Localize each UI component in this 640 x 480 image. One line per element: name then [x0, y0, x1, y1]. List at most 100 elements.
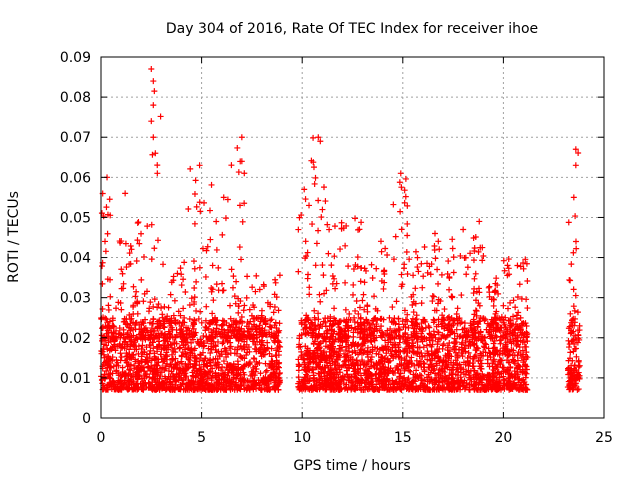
data-point: [98, 210, 105, 217]
data-point: [390, 201, 397, 208]
data-point: [246, 306, 253, 313]
data-point: [306, 284, 313, 291]
data-point: [251, 322, 258, 329]
data-point: [355, 226, 362, 233]
data-point: [476, 218, 483, 225]
data-point: [193, 203, 200, 210]
data-point: [231, 293, 238, 300]
data-point: [515, 309, 522, 316]
data-point: [312, 174, 319, 181]
data-point: [418, 260, 425, 267]
data-point: [175, 308, 182, 315]
data-point: [479, 257, 486, 264]
data-point: [331, 223, 338, 230]
data-point: [524, 305, 531, 312]
data-point: [249, 372, 256, 379]
data-point: [187, 165, 194, 172]
data-point: [241, 302, 248, 309]
data-point: [180, 305, 187, 312]
data-point: [154, 237, 161, 244]
data-point: [239, 218, 246, 225]
data-point: [151, 88, 158, 95]
data-point: [516, 281, 523, 288]
data-point: [234, 144, 241, 151]
data-point: [570, 249, 577, 256]
data-point: [392, 233, 399, 240]
data-point: [315, 227, 322, 234]
data-point: [197, 208, 204, 215]
data-point: [345, 263, 352, 270]
x-axis-label: GPS time / hours: [293, 458, 410, 474]
data-point: [436, 246, 443, 253]
data-point: [234, 358, 241, 365]
data-point: [150, 102, 157, 109]
data-point: [222, 215, 229, 222]
y-tick-label: 0.02: [60, 331, 91, 347]
data-point: [151, 245, 158, 252]
data-point: [229, 284, 236, 291]
data-point: [412, 248, 419, 255]
y-tick-label: 0.09: [60, 50, 91, 66]
data-point: [523, 296, 530, 303]
data-point: [452, 339, 459, 346]
data-point: [458, 292, 465, 299]
y-tick-label: 0.06: [60, 170, 91, 186]
data-point: [116, 325, 123, 332]
data-point: [320, 272, 327, 279]
data-point: [154, 162, 161, 169]
data-point: [272, 352, 279, 359]
y-tick-label: 0.07: [60, 130, 91, 146]
data-point: [160, 261, 167, 268]
data-point: [364, 302, 371, 309]
data-point: [572, 238, 579, 245]
data-point: [139, 342, 146, 349]
data-point: [357, 278, 364, 285]
data-point: [471, 275, 478, 282]
data-point: [238, 134, 245, 141]
data-point: [148, 118, 155, 125]
data-point: [227, 315, 234, 322]
data-point: [232, 300, 239, 307]
data-point: [275, 348, 282, 355]
data-point: [158, 305, 165, 312]
data-point: [405, 375, 412, 382]
data-points: [98, 66, 583, 393]
data-point: [275, 379, 282, 386]
data-point: [404, 232, 411, 239]
data-point: [272, 279, 279, 286]
data-point: [504, 262, 511, 269]
data-point: [512, 304, 519, 311]
data-point: [568, 261, 575, 268]
data-point: [320, 184, 327, 191]
data-point: [404, 220, 411, 227]
data-point: [485, 284, 492, 291]
data-point: [213, 246, 220, 253]
data-point: [352, 215, 359, 222]
data-point: [177, 312, 184, 319]
data-point: [150, 78, 157, 85]
data-point: [191, 285, 198, 292]
data-point: [235, 309, 242, 316]
data-point: [378, 248, 385, 255]
data-point: [118, 266, 125, 273]
data-point: [317, 298, 324, 305]
data-point: [228, 162, 235, 169]
data-point: [122, 190, 129, 197]
data-point: [228, 266, 235, 273]
data-point: [150, 134, 157, 141]
data-point: [144, 223, 151, 230]
data-point: [310, 164, 317, 171]
data-point: [99, 280, 106, 287]
y-tick-labels: 0 0.01 0.02 0.03 0.04 0.05 0.06 0.07 0.08 0.09: [60, 50, 91, 427]
data-point: [470, 290, 477, 297]
data-point: [262, 368, 269, 375]
data-point: [218, 367, 225, 374]
data-point: [248, 312, 255, 319]
data-point: [275, 307, 282, 314]
data-point: [397, 170, 404, 177]
data-point: [361, 279, 368, 286]
data-point: [337, 246, 344, 253]
data-point: [338, 219, 345, 226]
data-point: [319, 206, 326, 213]
data-point: [410, 309, 417, 316]
